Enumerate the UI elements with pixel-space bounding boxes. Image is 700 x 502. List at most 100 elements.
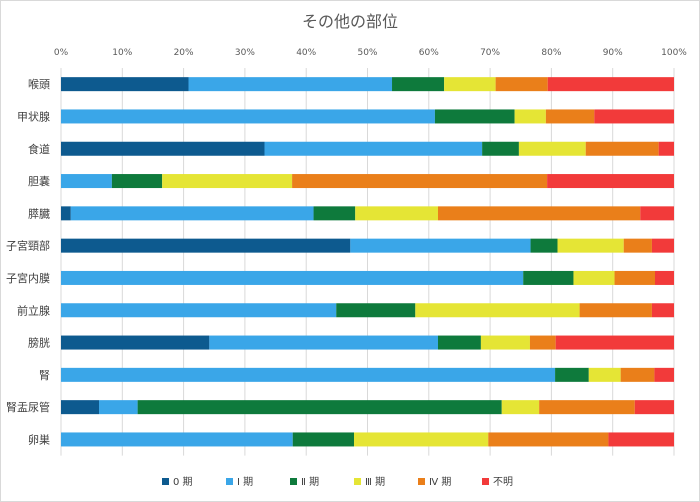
x-tick-label: 80%: [541, 48, 561, 58]
gridlines: [60, 68, 675, 456]
bar-segment: [555, 367, 589, 382]
category-label: 腎: [39, 369, 50, 382]
legend-swatch: [482, 478, 489, 485]
bar-segment: [547, 77, 674, 92]
x-tick-label: 50%: [357, 48, 377, 58]
category-label: 喉頭: [28, 78, 50, 91]
bar-segment: [545, 109, 595, 124]
category-label: 胆嚢: [28, 174, 50, 188]
category-label: 膵臓: [28, 207, 50, 220]
bar-segment: [188, 77, 393, 92]
bars: [61, 77, 674, 447]
legend-label: Ⅰ 期: [237, 476, 253, 488]
x-tick-label: 60%: [419, 48, 439, 58]
bar-segment: [444, 77, 496, 92]
x-tick-label: 0%: [54, 48, 69, 58]
bar-segment: [530, 238, 558, 253]
bar-segment: [529, 335, 556, 350]
bar-segment: [137, 400, 502, 415]
legend-label: Ⅳ 期: [429, 476, 451, 488]
category-label: 腎盂尿管: [6, 400, 50, 414]
x-tick-label: 30%: [235, 48, 255, 58]
bar-segment: [61, 335, 210, 350]
bar-segment: [623, 238, 652, 253]
bar-segment: [488, 432, 609, 447]
bar-segment: [99, 400, 138, 415]
bar-segment: [61, 77, 189, 92]
category-label: 卵巣: [28, 433, 50, 446]
bar-segment: [482, 141, 519, 156]
bar-segment: [61, 432, 293, 447]
bar-segment: [437, 206, 641, 221]
bar-segment: [292, 432, 355, 447]
category-label: 食道: [28, 142, 50, 156]
legend-label: Ⅲ 期: [365, 476, 385, 488]
category-label: 甲状腺: [17, 109, 50, 123]
bar-segment: [162, 174, 293, 189]
bar-segment: [292, 174, 548, 189]
bar-segment: [594, 109, 674, 124]
bar-segment: [588, 367, 621, 382]
bar-segment: [651, 303, 674, 318]
bar-segment: [585, 141, 659, 156]
bar-segment: [61, 400, 100, 415]
bar-segment: [658, 141, 674, 156]
bar-segment: [608, 432, 674, 447]
bar-segment: [557, 238, 624, 253]
bar-segment: [501, 400, 540, 415]
bar-segment: [480, 335, 530, 350]
x-tick-label: 40%: [296, 48, 316, 58]
category-label: 子宮頸部: [6, 239, 50, 253]
bar-segment: [313, 206, 356, 221]
chart-title: その他の部位: [302, 12, 398, 31]
category-label: 膀胱: [28, 336, 50, 350]
bar-segment: [437, 335, 481, 350]
bar-segment: [495, 77, 548, 92]
bar-segment: [61, 238, 351, 253]
bar-segment: [654, 367, 674, 382]
bar-segment: [539, 400, 635, 415]
bar-segment: [336, 303, 416, 318]
legend-swatch: [162, 478, 169, 485]
x-tick-label: 90%: [603, 48, 623, 58]
bar-segment: [640, 206, 674, 221]
legend: 0 期 Ⅰ 期 Ⅱ 期 Ⅲ 期 Ⅳ 期 不明: [162, 476, 513, 488]
legend-swatch: [354, 478, 361, 485]
bar-segment: [434, 109, 515, 124]
bar-segment: [415, 303, 580, 318]
bar-segment: [264, 141, 483, 156]
bar-segment: [392, 77, 445, 92]
legend-label: 不明: [493, 476, 513, 488]
bar-segment: [579, 303, 652, 318]
legend-label: Ⅱ 期: [301, 476, 319, 488]
bar-segment: [523, 270, 574, 285]
legend-swatch: [226, 478, 233, 485]
bar-segment: [61, 109, 435, 124]
bar-segment: [654, 270, 674, 285]
category-label: 前立腺: [17, 303, 50, 317]
bar-segment: [70, 206, 314, 221]
bar-segment: [61, 141, 265, 156]
bar-segment: [355, 206, 438, 221]
bar-segment: [620, 367, 655, 382]
bar-segment: [61, 303, 337, 318]
bar-segment: [61, 270, 524, 285]
legend-label: 0 期: [173, 476, 193, 488]
bar-segment: [651, 238, 674, 253]
category-label: 子宮内膜: [6, 271, 50, 285]
bar-segment: [350, 238, 531, 253]
bar-segment: [354, 432, 489, 447]
x-tick-label: 10%: [112, 48, 132, 58]
legend-swatch: [290, 478, 297, 485]
x-axis-ticks: 0% 10% 20% 30% 40% 50% 60% 70% 80% 90% 100%: [54, 48, 687, 58]
bar-segment: [634, 400, 674, 415]
bar-segment: [61, 174, 112, 189]
bar-segment: [573, 270, 615, 285]
legend-swatch: [418, 478, 425, 485]
bar-segment: [614, 270, 655, 285]
bar-segment: [111, 174, 163, 189]
bar-segment: [61, 206, 71, 221]
bar-segment: [209, 335, 438, 350]
